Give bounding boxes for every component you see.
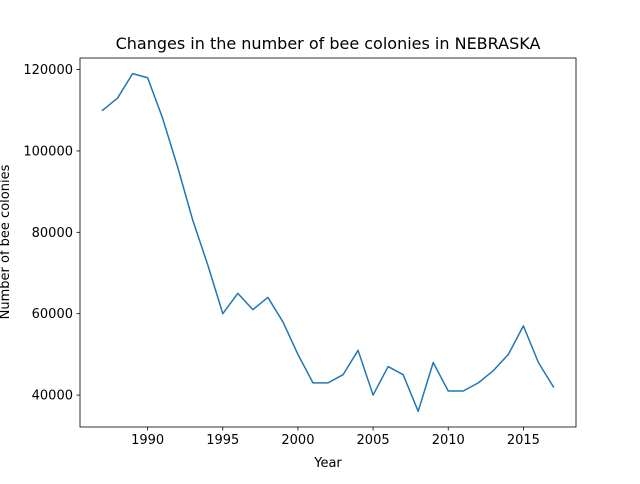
chart-title: Changes in the number of bee colonies in… xyxy=(116,34,541,53)
y-tick-label: 40000 xyxy=(32,389,73,404)
y-tick-label: 60000 xyxy=(32,307,73,322)
y-tick-label: 80000 xyxy=(32,226,73,241)
y-axis-label: Number of bee colonies xyxy=(0,164,13,319)
x-tick-label: 1990 xyxy=(131,433,164,448)
y-tick-label: 100000 xyxy=(23,144,73,159)
x-tick-label: 2010 xyxy=(432,433,465,448)
x-tick-label: 1995 xyxy=(206,433,239,448)
axes-frame xyxy=(79,57,577,428)
x-tick-label: 2005 xyxy=(357,433,390,448)
x-axis-label: Year xyxy=(313,456,342,471)
x-tick-label: 2015 xyxy=(507,433,540,448)
series-line-0 xyxy=(101,72,555,413)
plot-area: 1990 1995 2000 2005 2010 2015 40000 60000 80000 1… xyxy=(23,57,577,448)
y-tick-label: 120000 xyxy=(23,63,73,78)
x-tick-label: 2000 xyxy=(281,433,314,448)
